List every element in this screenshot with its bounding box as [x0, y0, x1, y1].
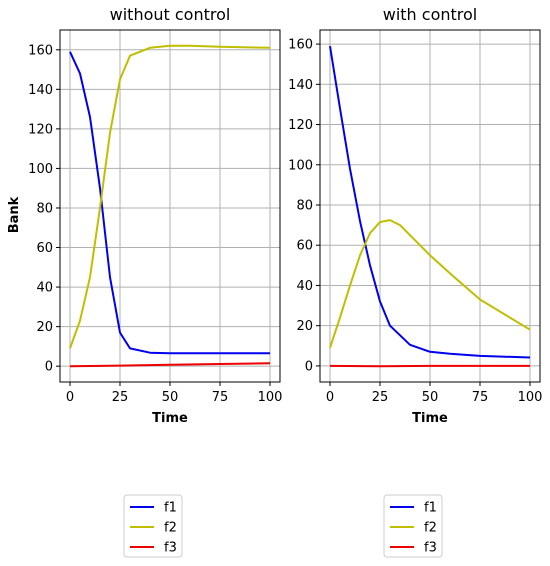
y-tick-label: 80	[296, 198, 313, 213]
legend-label-f3: f3	[164, 541, 177, 556]
y-tick-label: 60	[36, 241, 53, 256]
x-tick-label: 0	[326, 390, 334, 405]
series-line-f2	[329, 219, 531, 349]
y-tick-label: 160	[28, 43, 53, 58]
y-tick-label: 0	[45, 360, 53, 375]
series-line-f1	[329, 45, 531, 359]
x-tick-label: 75	[472, 390, 489, 405]
legend-label-f1: f1	[164, 501, 177, 516]
legend-label-f2: f2	[164, 521, 177, 536]
legend-label-f3: f3	[424, 541, 437, 556]
x-tick-label: 100	[258, 390, 283, 405]
y-tick-label: 20	[36, 320, 53, 335]
chart-title: without control	[110, 5, 231, 24]
y-tick-label: 140	[28, 83, 53, 98]
y-tick-label: 40	[296, 279, 313, 294]
series-line-f3	[69, 362, 271, 368]
subplot-without-control: without control Bank Time 0 25 50 75 100 0 20 4…	[7, 5, 283, 558]
x-tick-label: 50	[422, 390, 439, 405]
y-tick-label: 40	[36, 281, 53, 296]
y-tick-label: 140	[288, 78, 313, 93]
legend: f1 f2 f3	[123, 494, 183, 558]
x-axis-label: Time	[412, 411, 448, 426]
x-tick-label: 100	[518, 390, 543, 405]
y-tick-label: 60	[296, 239, 313, 254]
x-tick-label: 0	[66, 390, 74, 405]
x-tick-label: 75	[212, 390, 229, 405]
y-tick-label: 20	[296, 319, 313, 334]
y-tick-label: 120	[288, 118, 313, 133]
y-tick-label: 160	[288, 38, 313, 53]
chart-title: with control	[383, 5, 478, 24]
y-axis-label: Bank	[7, 196, 22, 233]
subplot-with-control: with control Time 0 25 50 75 100 0 20 40 60 80 100…	[288, 5, 543, 558]
series-line-f2	[69, 44, 271, 349]
legend: f1 f2 f3	[383, 494, 443, 558]
legend-label-f2: f2	[424, 521, 437, 536]
series-line-f1	[69, 51, 270, 355]
y-tick-label: 100	[288, 158, 313, 173]
y-tick-label: 120	[28, 122, 53, 137]
y-tick-label: 0	[305, 359, 313, 374]
x-axis-label: Time	[152, 411, 188, 426]
y-tick-label: 100	[28, 162, 53, 177]
x-tick-label: 50	[162, 390, 179, 405]
x-tick-label: 25	[372, 390, 389, 405]
x-tick-label: 25	[112, 390, 129, 405]
legend-label-f1: f1	[424, 501, 437, 516]
y-tick-label: 80	[36, 201, 53, 216]
